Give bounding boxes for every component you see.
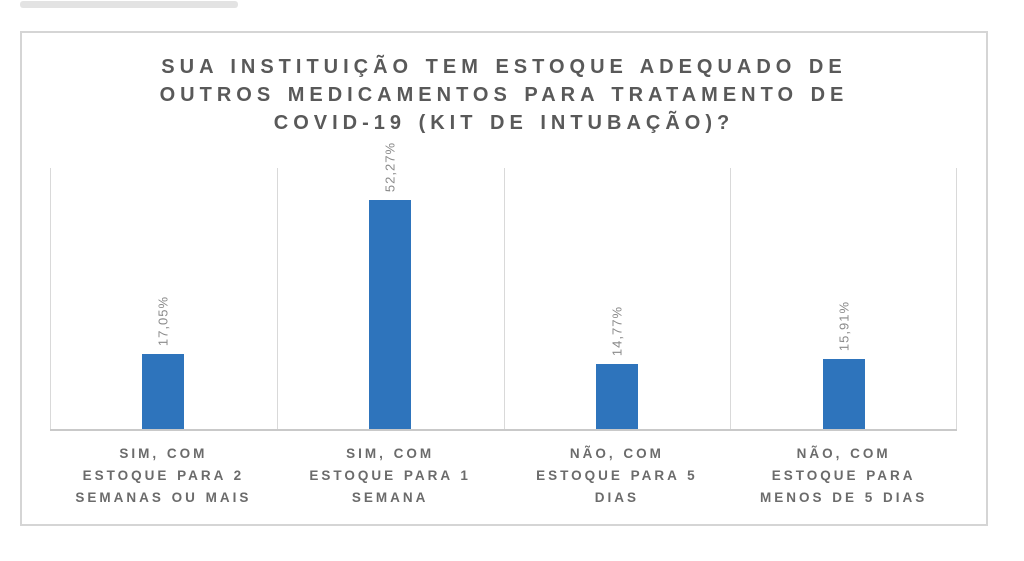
bar-value-label: 17,05% (155, 295, 171, 346)
category-label-line: SIM, COM (346, 446, 435, 461)
category-label-line: ESTOQUE PARA 1 (309, 468, 471, 483)
bar-value-label: 15,91% (836, 300, 852, 351)
chart-title-line: OUTROS MEDICAMENTOS PARA TRATAMENTO DE (159, 84, 849, 106)
chart-container: SUA INSTITUIÇÃO TEM ESTOQUE ADEQUADO DE … (20, 31, 988, 526)
category-separator-line (956, 168, 957, 429)
category-separator-line (276, 168, 278, 429)
bar (142, 354, 185, 429)
bar-group-nao-menos-5-dias: 15,91% NÃO, COM ESTOQUE PARA MENOS DE 5 … (730, 168, 957, 505)
category-label-line: NÃO, COM (569, 446, 664, 461)
top-blur-artifact (20, 1, 238, 8)
category-label: NÃO, COM ESTOQUE PARA 5 DIAS (504, 443, 731, 509)
category-label-line: SEMANAS OU MAIS (75, 490, 252, 505)
category-label-line: SEMANA (351, 490, 429, 505)
bar-group-nao-5-dias: 14,77% NÃO, COM ESTOQUE PARA 5 DIAS (504, 168, 731, 505)
category-label-line: ESTOQUE PARA (771, 468, 916, 483)
category-label-line: ESTOQUE PARA 2 (82, 468, 245, 483)
category-separator-line (503, 168, 505, 429)
bar (595, 364, 638, 429)
category-label: SIM, COM ESTOQUE PARA 2 SEMANAS OU MAIS (50, 443, 277, 509)
category-separator-line (730, 168, 732, 429)
category-label: SIM, COM ESTOQUE PARA 1 SEMANA (277, 443, 504, 509)
chart-title-line: COVID-19 (KIT DE INTUBAÇÃO)? (273, 112, 735, 134)
bar-value-label: 14,77% (609, 305, 625, 356)
bar (822, 359, 865, 429)
chart-title: SUA INSTITUIÇÃO TEM ESTOQUE ADEQUADO DE … (22, 53, 986, 137)
category-label-line: MENOS DE 5 DIAS (759, 490, 928, 505)
bar-group-sim-2-semanas: 17,05% SIM, COM ESTOQUE PARA 2 SEMANAS O… (50, 168, 277, 505)
category-label-line: ESTOQUE PARA 5 (536, 468, 698, 483)
bar-value-label: 52,27% (382, 141, 398, 192)
plot-area: 17,05% SIM, COM ESTOQUE PARA 2 SEMANAS O… (50, 142, 957, 505)
bar-group-sim-1-semana: 52,27% SIM, COM ESTOQUE PARA 1 SEMANA (277, 142, 504, 505)
bar (369, 200, 412, 429)
category-separator-line (50, 168, 51, 429)
category-label: NÃO, COM ESTOQUE PARA MENOS DE 5 DIAS (730, 443, 957, 509)
category-label-line: NÃO, COM (796, 446, 891, 461)
chart-title-line: SUA INSTITUIÇÃO TEM ESTOQUE ADEQUADO DE (161, 56, 847, 78)
category-label-line: SIM, COM (119, 446, 208, 461)
category-label-line: DIAS (594, 490, 639, 505)
